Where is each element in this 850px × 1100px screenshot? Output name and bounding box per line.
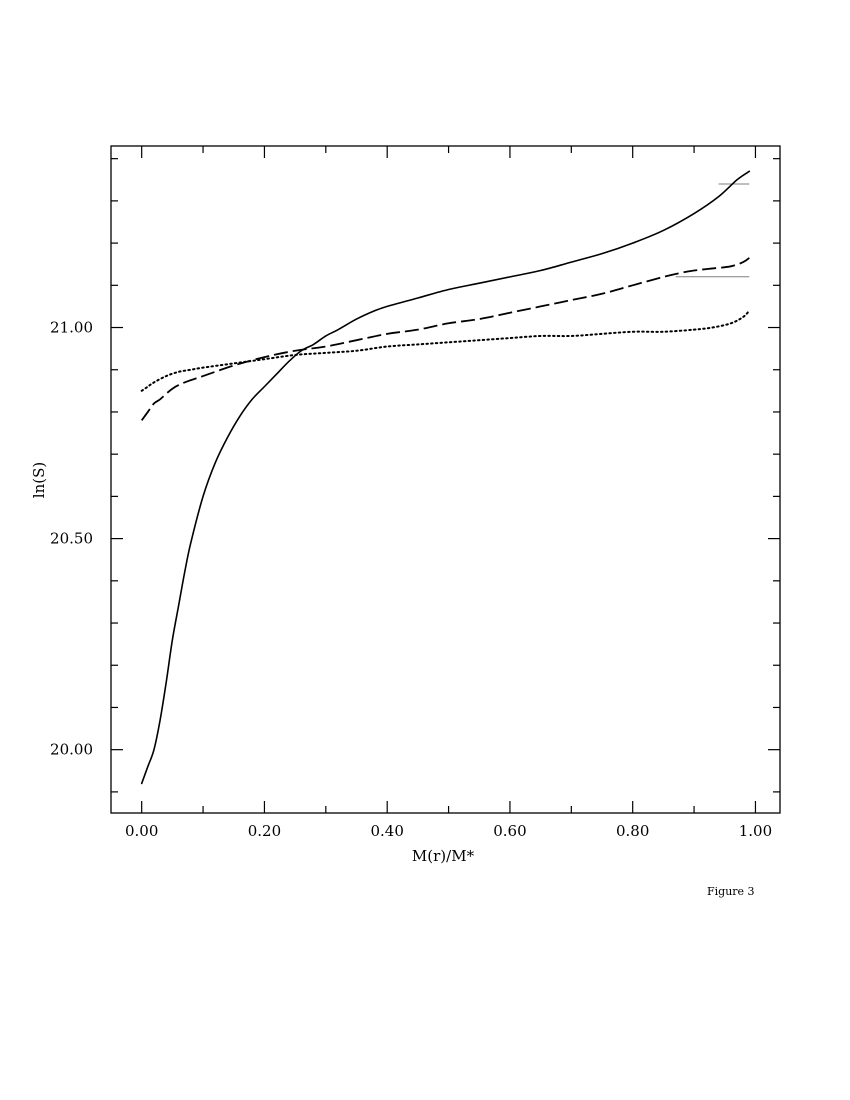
x-tick-labels: 0.00 0.20 0.40 0.60 0.80 1.00 (125, 822, 772, 840)
series-line-dotted (140, 309, 751, 392)
figure-caption: Figure 3 (707, 885, 755, 898)
x-tick-label: 0.40 (370, 822, 403, 840)
y-tick-labels: 20.00 20.50 21.00 (50, 319, 93, 759)
series-lines (140, 170, 751, 785)
y-axis-title: ln(S) (30, 462, 48, 498)
plot-frame (110, 145, 781, 814)
x-tick-label: 1.00 (739, 822, 772, 840)
series-line-solid (140, 170, 751, 785)
y-tick-label: 20.50 (50, 530, 93, 548)
x-tick-label: 0.60 (493, 822, 526, 840)
series-line-dashed (140, 257, 750, 421)
ticks (111, 146, 780, 813)
x-tick-label: 0.80 (616, 822, 649, 840)
y-tick-label: 21.00 (50, 319, 93, 337)
x-axis-title: M(r)/M* (412, 847, 475, 865)
x-tick-label: 0.20 (248, 822, 281, 840)
x-tick-label: 0.00 (125, 822, 158, 840)
y-tick-label: 20.00 (50, 741, 93, 759)
